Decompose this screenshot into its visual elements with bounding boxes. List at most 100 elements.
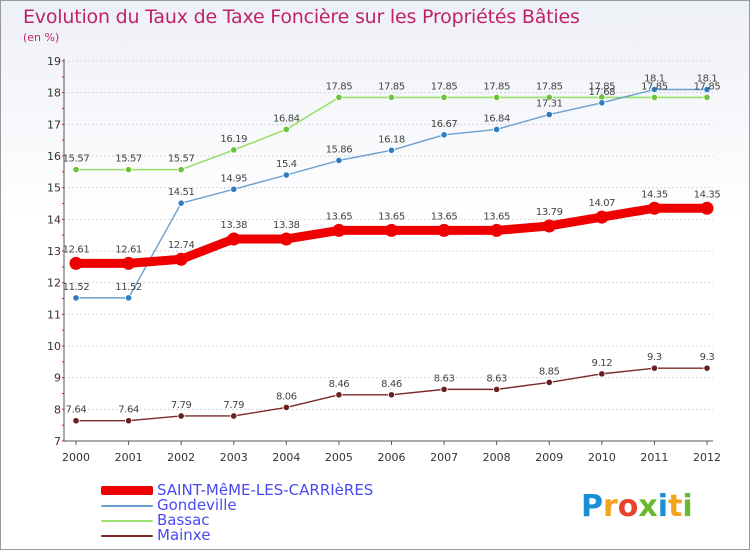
x-tick-label: 2009 [535, 451, 563, 464]
data-label: 16.84 [273, 113, 300, 124]
data-point [700, 201, 714, 215]
legend-item: Mainxe [101, 528, 373, 543]
data-label: 8.85 [539, 366, 560, 377]
data-label: 17.85 [431, 81, 458, 92]
data-label: 16.84 [483, 113, 510, 124]
legend-item: Gondeville [101, 498, 373, 513]
data-label: 13.65 [431, 211, 458, 222]
data-label: 8.46 [329, 379, 350, 390]
data-point [490, 223, 504, 237]
y-tick-label: 9 [54, 372, 61, 385]
data-label: 8.06 [276, 391, 297, 402]
data-point [122, 256, 136, 270]
data-label: 18.1 [644, 74, 665, 85]
data-label: 15.57 [168, 154, 195, 165]
data-label: 8.46 [381, 379, 402, 390]
x-tick-label: 2006 [378, 451, 406, 464]
legend-swatch [101, 534, 153, 537]
data-point [124, 294, 133, 302]
data-label: 15.57 [115, 154, 142, 165]
data-point [174, 252, 188, 266]
data-label: 7.79 [223, 400, 244, 411]
logo-letter: i [682, 489, 693, 524]
data-point [279, 232, 293, 246]
y-tick-label: 13 [47, 245, 61, 258]
y-tick-label: 7 [54, 435, 61, 448]
data-label: 7.79 [171, 400, 192, 411]
data-point [387, 146, 396, 154]
data-label: 17.85 [589, 81, 616, 92]
x-tick-label: 2001 [115, 451, 143, 464]
legend-label: Mainxe [157, 526, 211, 544]
data-label: 14.35 [694, 189, 721, 200]
data-point [282, 403, 290, 412]
data-label: 15.86 [326, 144, 353, 155]
data-point [177, 166, 185, 174]
data-label: 11.52 [63, 282, 90, 293]
data-label: 17.85 [326, 81, 353, 92]
y-tick-label: 14 [47, 213, 61, 226]
data-label: 12.61 [115, 244, 142, 255]
data-label: 17.68 [589, 87, 616, 98]
legend-swatch [101, 486, 153, 495]
data-point [335, 156, 343, 165]
data-point [124, 417, 133, 425]
data-label: 17.85 [378, 81, 405, 92]
data-label: 7.64 [66, 405, 87, 416]
data-point [230, 146, 238, 154]
data-point [72, 166, 80, 174]
data-label: 14.95 [220, 173, 247, 184]
y-tick-label: 16 [47, 150, 61, 163]
data-point [493, 385, 501, 393]
data-label: 17.85 [536, 81, 563, 92]
x-tick-label: 2008 [483, 451, 511, 464]
proxiti-logo: Proxiti [581, 489, 693, 524]
data-point [493, 125, 501, 133]
data-label: 13.65 [483, 211, 510, 222]
logo-letter: x [638, 489, 658, 524]
data-label: 17.31 [536, 99, 563, 110]
data-point [335, 391, 343, 399]
logo-letter: o [617, 489, 639, 524]
logo-letter: t [668, 489, 683, 524]
data-label: 16.19 [220, 134, 247, 145]
data-point [650, 85, 659, 94]
data-point [335, 93, 343, 102]
data-point [440, 385, 448, 393]
data-label: 16.67 [431, 119, 458, 130]
data-label: 13.65 [326, 211, 353, 222]
data-point [385, 223, 398, 237]
data-label: 14.07 [589, 198, 616, 209]
data-point [282, 171, 290, 179]
data-point [440, 131, 448, 139]
data-point [598, 99, 606, 107]
legend-label: Bassac [157, 511, 210, 529]
data-point [595, 210, 609, 224]
data-point [230, 185, 238, 193]
logo-letter: P [581, 489, 603, 524]
data-point [230, 412, 238, 420]
y-tick-label: 15 [47, 182, 61, 195]
data-point [282, 125, 290, 133]
data-label: 9.3 [647, 352, 662, 363]
data-point [650, 93, 659, 102]
data-point [72, 294, 80, 302]
x-tick-label: 2007 [430, 451, 458, 464]
legend-item: Bassac [101, 513, 373, 528]
data-point [545, 110, 553, 119]
data-point [387, 391, 396, 399]
data-label: 13.38 [273, 220, 300, 231]
logo-letter: r [603, 489, 618, 524]
legend-item: SAINT-MêME-LES-CARRIèRES [101, 483, 373, 498]
data-label: 9.12 [591, 358, 612, 369]
data-point [437, 223, 451, 237]
data-label: 8.63 [486, 373, 507, 384]
data-point [650, 364, 659, 372]
data-label: 15.4 [276, 159, 297, 170]
unit-label: (en %) [23, 31, 60, 44]
data-point [177, 412, 185, 420]
data-label: 13.79 [536, 207, 563, 218]
x-tick-label: 2012 [693, 451, 721, 464]
legend-swatch [101, 519, 153, 522]
